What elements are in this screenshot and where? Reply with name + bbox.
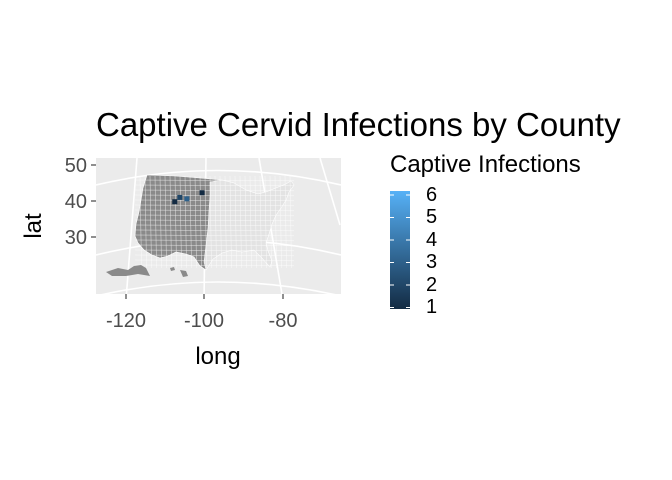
county-border-line: [179, 175, 182, 269]
county-border-line: [204, 175, 207, 269]
county-border-line: [259, 175, 262, 269]
county-border-line: [134, 199, 295, 202]
legend: Captive Infections 6 5 4 3 2 1: [390, 151, 581, 318]
county-border-line: [134, 249, 295, 252]
legend-label-4: 4: [426, 229, 437, 251]
county-border-line: [134, 204, 295, 207]
x-tick-label: -120: [106, 310, 146, 332]
county-border-line: [134, 244, 295, 247]
chart-title: Captive Cervid Infections by County: [96, 106, 621, 143]
county-grid: [134, 175, 295, 269]
y-tick-label: 50: [65, 155, 87, 177]
county-border-line: [284, 175, 287, 269]
county-border-line: [134, 229, 295, 232]
y-axis: 50 40 30 lat: [20, 155, 96, 249]
legend-label-2: 2: [426, 274, 437, 296]
county-border-line: [274, 175, 277, 269]
infected-county: [177, 194, 183, 200]
legend-ticks: [390, 194, 410, 308]
county-border-line: [159, 175, 162, 269]
infected-county: [184, 196, 190, 202]
graticule-parallel: [96, 169, 341, 186]
county-border-line: [234, 175, 237, 269]
county-border-line: [264, 175, 267, 269]
county-border-line: [279, 175, 282, 269]
county-border-line: [219, 175, 222, 269]
county-border-line: [169, 175, 172, 269]
county-border-line: [134, 184, 295, 187]
hawaii-islands: [170, 267, 188, 277]
x-tick-label: -100: [184, 310, 224, 332]
legend-label-6: 6: [426, 184, 437, 206]
county-border-line: [184, 175, 187, 269]
county-border-line: [214, 175, 217, 269]
county-border-line: [144, 175, 147, 269]
county-border-line: [134, 214, 295, 217]
county-border-line: [249, 175, 252, 269]
y-tick-label: 40: [65, 191, 87, 213]
county-border-line: [209, 175, 212, 269]
county-border-line: [269, 175, 272, 269]
county-border-line: [254, 175, 257, 269]
graticule-meridian: [125, 158, 138, 294]
county-border-line: [194, 175, 197, 269]
county-border-line: [174, 175, 177, 269]
county-border-line: [134, 264, 295, 267]
county-border-line: [189, 175, 192, 269]
county-border-line: [134, 194, 295, 197]
graticule-parallel: [101, 281, 336, 294]
county-border-line: [134, 189, 295, 192]
legend-colorbar: [390, 191, 410, 309]
county-border-line: [134, 209, 295, 212]
county-border-line: [239, 175, 242, 269]
county-border-line: [289, 175, 292, 269]
y-tick-label: 30: [65, 227, 87, 249]
county-border-line: [154, 175, 157, 269]
x-axis-title: long: [195, 343, 240, 370]
county-border-line: [149, 175, 152, 269]
legend-label-3: 3: [426, 251, 437, 273]
infected-county: [172, 199, 178, 205]
county-border-line: [134, 224, 295, 227]
county-border-line: [134, 179, 295, 182]
county-border-line: [139, 175, 142, 269]
county-border-line: [164, 175, 167, 269]
infected-counties: [172, 190, 205, 205]
county-border-line: [229, 175, 232, 269]
y-axis-title: lat: [20, 213, 47, 239]
alaska-fragment: [106, 265, 150, 276]
legend-label-1: 1: [426, 296, 437, 318]
us-map: [106, 174, 295, 277]
county-border-line: [134, 259, 295, 262]
legend-label-5: 5: [426, 206, 437, 228]
county-border-line: [134, 219, 295, 222]
county-border-line: [224, 175, 227, 269]
county-border-line: [134, 254, 295, 257]
county-border-line: [134, 234, 295, 237]
legend-title: Captive Infections: [390, 151, 581, 178]
x-tick-label: -80: [269, 310, 298, 332]
county-border-line: [134, 239, 295, 242]
x-axis: -120 -100 -80 long: [106, 294, 297, 370]
graticule-meridian: [319, 158, 341, 226]
county-border-line: [244, 175, 247, 269]
infected-county: [199, 190, 205, 196]
